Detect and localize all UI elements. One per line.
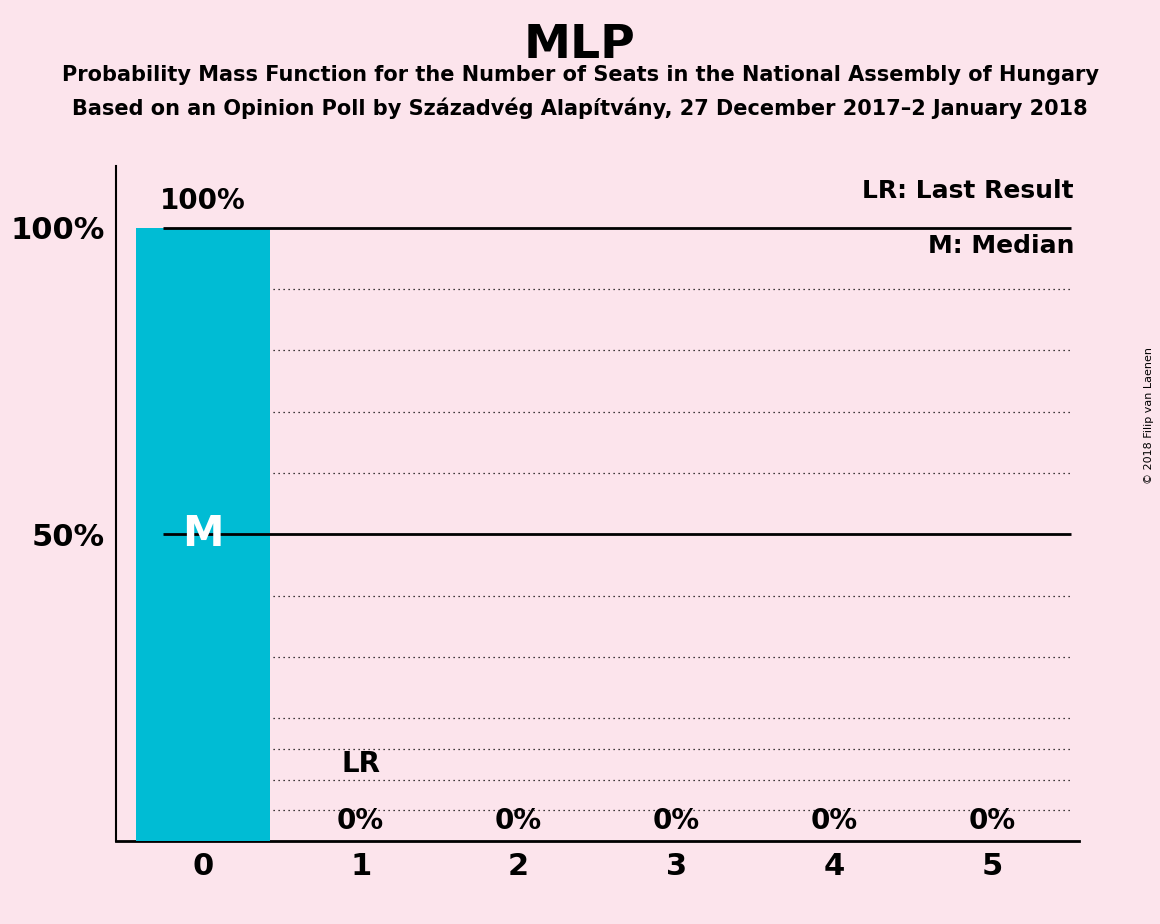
Text: LR: Last Result: LR: Last Result (862, 178, 1074, 202)
Text: 0%: 0% (811, 807, 857, 834)
Text: Probability Mass Function for the Number of Seats in the National Assembly of Hu: Probability Mass Function for the Number… (61, 65, 1099, 85)
Text: LR: LR (341, 750, 380, 778)
Text: 0%: 0% (653, 807, 699, 834)
Text: M: Median: M: Median (928, 234, 1074, 258)
Text: 0%: 0% (338, 807, 384, 834)
Text: MLP: MLP (524, 23, 636, 68)
Text: © 2018 Filip van Laenen: © 2018 Filip van Laenen (1144, 347, 1154, 484)
Bar (136, 227, 270, 841)
Text: 0%: 0% (969, 807, 1015, 834)
Text: Based on an Opinion Poll by Századvég Alapítvány, 27 December 2017–2 January 201: Based on an Opinion Poll by Századvég Al… (72, 97, 1088, 118)
Text: M: M (182, 513, 224, 555)
Text: 100%: 100% (160, 188, 246, 215)
Text: 0%: 0% (495, 807, 542, 834)
